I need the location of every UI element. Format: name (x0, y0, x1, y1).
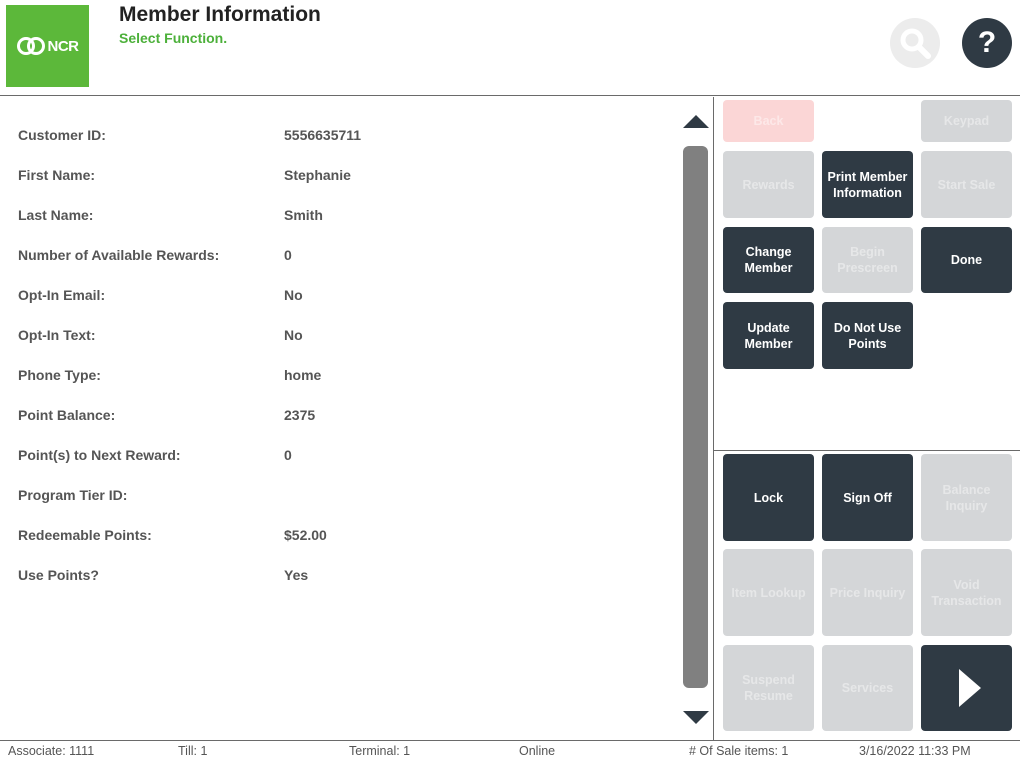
field-value: 2375 (284, 407, 316, 423)
help-button[interactable]: ? (962, 18, 1012, 68)
field-label: Phone Type: (18, 367, 101, 383)
page-subtitle: Select Function. (119, 30, 228, 46)
lock-button[interactable]: Lock (723, 454, 814, 541)
print-member-information-button[interactable]: Print Member Information (822, 151, 913, 218)
price-inquiry-button[interactable]: Price Inquiry (822, 549, 913, 636)
field-value: Smith (284, 207, 323, 223)
search-button[interactable] (890, 18, 940, 68)
void-transaction-button[interactable]: Void Transaction (921, 549, 1012, 636)
field-value: 0 (284, 247, 292, 263)
date-time: 3/16/2022 11:33 PM (859, 744, 971, 758)
field-label: Opt-In Text: (18, 327, 96, 343)
done-button[interactable]: Done (921, 227, 1012, 293)
status-bar: Associate: 1111 Till: 1 Terminal: 1 Onli… (0, 740, 1020, 762)
field-label: Use Points? (18, 567, 99, 583)
change-member-button[interactable]: Change Member (723, 227, 814, 293)
field-value: 5556635711 (284, 127, 362, 143)
terminal-status: Terminal: 1 (349, 744, 411, 758)
scroll-down-icon[interactable] (683, 711, 709, 724)
field-label: First Name: (18, 167, 96, 183)
field-label: Program Tier ID: (18, 487, 128, 503)
begin-prescreen-button[interactable]: Begin Prescreen (822, 227, 913, 293)
till-status: Till: 1 (178, 744, 208, 758)
back-button[interactable]: Back (723, 100, 814, 142)
rewards-button[interactable]: Rewards (723, 151, 814, 218)
field-value: No (284, 287, 303, 303)
services-button[interactable]: Services (822, 645, 913, 731)
header: NCR Member Information Select Function. … (0, 0, 1020, 96)
logo-text: NCR (47, 37, 80, 55)
field-label: Number of Available Rewards: (18, 247, 220, 263)
sale-items-count: # Of Sale items: 1 (689, 744, 789, 758)
item-lookup-button[interactable]: Item Lookup (723, 549, 814, 636)
field-value: Stephanie (284, 167, 351, 183)
field-value: home (284, 367, 322, 383)
field-label: Last Name: (18, 207, 94, 223)
field-value: No (284, 327, 303, 343)
associate-status: Associate: 1111 (8, 744, 95, 758)
do-not-use-points-button[interactable]: Do Not Use Points (822, 302, 913, 369)
sign-off-button[interactable]: Sign Off (822, 454, 913, 541)
help-icon: ? (977, 26, 997, 59)
field-label: Point(s) to Next Reward: (18, 447, 181, 463)
panel-divider (713, 97, 714, 740)
update-member-button[interactable]: Update Member (723, 302, 814, 369)
triangle-right-icon (958, 669, 981, 707)
field-value: $52.00 (284, 527, 327, 543)
field-value: 0 (284, 447, 292, 463)
next-page-button[interactable] (921, 645, 1012, 731)
field-label: Opt-In Email: (18, 287, 106, 303)
search-icon (900, 28, 931, 59)
button-group-divider (714, 450, 1020, 451)
field-value: Yes (284, 567, 309, 583)
balance-inquiry-button[interactable]: Balance Inquiry (921, 454, 1012, 541)
connection-status: Online (519, 744, 556, 758)
start-sale-button[interactable]: Start Sale (921, 151, 1012, 218)
ncr-logo-icon (16, 37, 45, 55)
scrollbar[interactable] (683, 146, 708, 688)
field-label: Redeemable Points: (18, 527, 152, 543)
page-title: Member Information (119, 3, 321, 26)
keypad-button[interactable]: Keypad (921, 100, 1012, 142)
field-label: Point Balance: (18, 407, 116, 423)
ncr-logo: NCR (6, 5, 89, 87)
suspend-resume-button[interactable]: Suspend Resume (723, 645, 814, 731)
field-label: Customer ID: (18, 127, 106, 143)
scroll-up-icon[interactable] (683, 115, 709, 128)
